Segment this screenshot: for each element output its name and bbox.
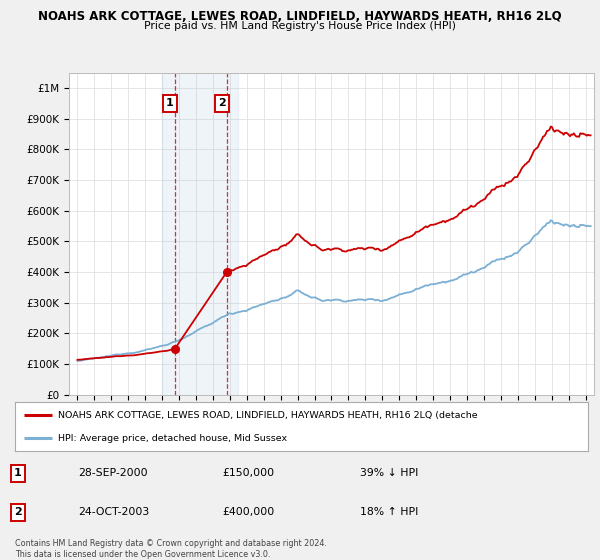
Text: NOAHS ARK COTTAGE, LEWES ROAD, LINDFIELD, HAYWARDS HEATH, RH16 2LQ (detache: NOAHS ARK COTTAGE, LEWES ROAD, LINDFIELD… [58, 411, 478, 420]
Text: 18% ↑ HPI: 18% ↑ HPI [360, 507, 418, 517]
Text: £150,000: £150,000 [222, 468, 274, 478]
Text: 1: 1 [14, 468, 22, 478]
Text: NOAHS ARK COTTAGE, LEWES ROAD, LINDFIELD, HAYWARDS HEATH, RH16 2LQ: NOAHS ARK COTTAGE, LEWES ROAD, LINDFIELD… [38, 10, 562, 22]
Text: Contains HM Land Registry data © Crown copyright and database right 2024.: Contains HM Land Registry data © Crown c… [15, 539, 327, 548]
Text: 28-SEP-2000: 28-SEP-2000 [78, 468, 148, 478]
Text: 2: 2 [14, 507, 22, 517]
Text: HPI: Average price, detached house, Mid Sussex: HPI: Average price, detached house, Mid … [58, 434, 287, 443]
Text: 2: 2 [218, 99, 226, 109]
Text: 24-OCT-2003: 24-OCT-2003 [78, 507, 149, 517]
Text: 39% ↓ HPI: 39% ↓ HPI [360, 468, 418, 478]
Text: £400,000: £400,000 [222, 507, 274, 517]
Text: This data is licensed under the Open Government Licence v3.0.: This data is licensed under the Open Gov… [15, 550, 271, 559]
Text: 1: 1 [166, 99, 173, 109]
Text: Price paid vs. HM Land Registry's House Price Index (HPI): Price paid vs. HM Land Registry's House … [144, 21, 456, 31]
Bar [162, 73, 238, 395]
